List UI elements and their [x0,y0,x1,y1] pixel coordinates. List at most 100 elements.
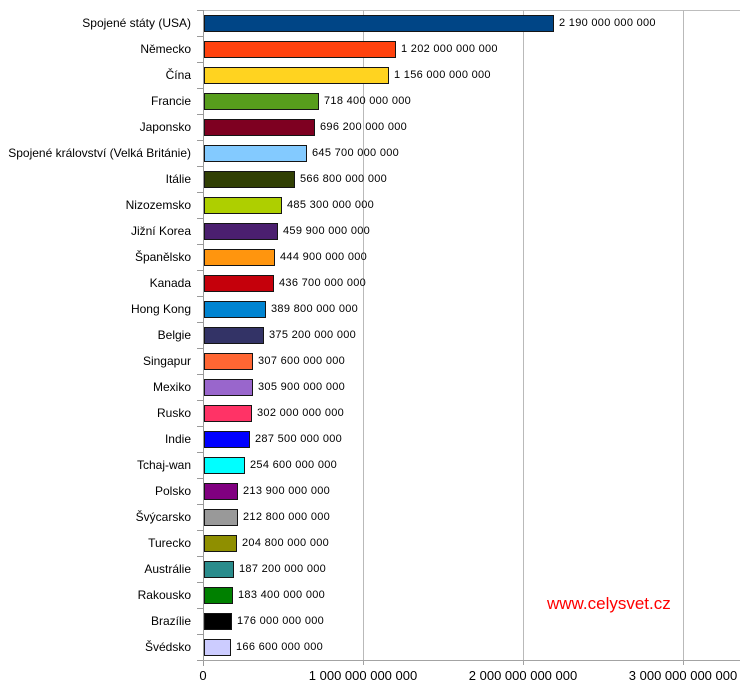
value-label: 459 900 000 000 [283,225,371,237]
category-axis-tick [197,166,203,167]
category-label: Spojené státy (USA) [82,16,191,30]
value-label: 176 000 000 000 [237,615,325,627]
x-axis-tick [363,661,364,665]
value-label: 1 156 000 000 000 [394,69,491,81]
bar [204,378,253,396]
category-label: Itálie [165,172,191,186]
category-label: Tchaj-wan [136,458,191,472]
category-label: Turecko [148,536,191,550]
value-label: 287 500 000 000 [255,433,343,445]
x-axis-tick-label: 1 000 000 000 000 [308,668,418,683]
bar-row: Mexiko 305 900 000 000 [0,374,740,400]
category-label: Rusko [156,406,191,420]
bar [204,456,245,474]
category-axis-tick [197,530,203,531]
value-label: 307 600 000 000 [258,355,346,367]
bar-row: Itálie 566 800 000 000 [0,166,740,192]
bar-row: Tchaj-wan 254 600 000 000 [0,452,740,478]
category-axis-tick [197,88,203,89]
category-axis-tick [197,296,203,297]
category-label: Hong Kong [130,302,191,316]
bar-row: Turecko 204 800 000 000 [0,530,740,556]
bar [204,404,252,422]
category-axis-tick [197,452,203,453]
category-axis-tick [197,270,203,271]
bar-row: Rusko 302 000 000 000 [0,400,740,426]
value-label: 566 800 000 000 [300,173,388,185]
bar-row: Rakousko 183 400 000 000 [0,582,740,608]
gridline [363,10,364,660]
category-label: Španělsko [134,250,191,264]
value-label: 183 400 000 000 [238,589,326,601]
category-axis-tick [197,114,203,115]
x-axis-tick-label: 2 000 000 000 000 [468,668,578,683]
bar [204,560,234,578]
bar-row: Belgie 375 200 000 000 [0,322,740,348]
bar-rows: Spojené státy (USA) 2 190 000 000 000 Něme… [0,10,740,660]
category-label: Nizozemsko [125,198,191,212]
bar-row: Francie 718 400 000 000 [0,88,740,114]
bar [204,118,315,136]
bar [204,352,253,370]
bar-row: Spojené království (Velká Británie) 645 7… [0,140,740,166]
y-axis-line [203,10,204,666]
category-label: Japonsko [139,120,191,134]
category-axis-tick [197,400,203,401]
category-label: Polsko [154,484,191,498]
value-label: 485 300 000 000 [287,199,375,211]
category-label: Mexiko [152,380,191,394]
category-axis-tick [197,348,203,349]
bar-row: Polsko 213 900 000 000 [0,478,740,504]
value-label: 1 202 000 000 000 [401,43,498,55]
bar [204,248,275,266]
bar [204,586,233,604]
bar-row: Švýcarsko 212 800 000 000 [0,504,740,530]
bar-row: Japonsko 696 200 000 000 [0,114,740,140]
category-axis-tick [197,10,203,11]
value-label: 187 200 000 000 [239,563,327,575]
value-label: 213 900 000 000 [243,485,331,497]
bar-row: Nizozemsko 485 300 000 000 [0,192,740,218]
bar [204,170,295,188]
category-axis-tick [197,62,203,63]
value-label: 166 600 000 000 [236,641,324,653]
category-axis-tick [197,582,203,583]
category-axis-tick [197,478,203,479]
category-label: Švédsko [144,640,191,654]
x-axis-tick-label: 0 [199,668,207,683]
x-axis-tick-label: 3 000 000 000 000 [628,668,738,683]
value-label: 302 000 000 000 [257,407,345,419]
plot-area-top-border [203,10,740,11]
bar [204,430,250,448]
bar [204,534,237,552]
bar [204,326,264,344]
bar [204,66,389,84]
bar-row: Austrálie 187 200 000 000 [0,556,740,582]
bar-row: Jižní Korea 459 900 000 000 [0,218,740,244]
bar-row: Indie 287 500 000 000 [0,426,740,452]
category-label: Indie [164,432,191,446]
value-label: 645 700 000 000 [312,147,400,159]
category-label: Jižní Korea [130,224,191,238]
bar [204,274,274,292]
value-label: 204 800 000 000 [242,537,330,549]
bar-row: Španělsko 444 900 000 000 [0,244,740,270]
bar-row: Brazílie 176 000 000 000 [0,608,740,634]
category-axis-tick [197,322,203,323]
category-label: Spojené království (Velká Británie) [8,146,191,160]
category-axis-tick [197,660,203,661]
x-axis-line [203,660,740,661]
category-axis-tick [197,426,203,427]
value-label: 444 900 000 000 [280,251,368,263]
category-label: Francie [150,94,191,108]
value-label: 375 200 000 000 [269,329,357,341]
category-label: Německo [140,42,191,56]
category-axis-tick [197,244,203,245]
bar-row: Kanada 436 700 000 000 [0,270,740,296]
x-axis-tick [523,661,524,665]
value-label: 718 400 000 000 [324,95,412,107]
watermark-link[interactable]: www.celysvet.cz [547,594,671,613]
x-axis-tick [683,661,684,665]
gridline [683,10,684,660]
category-axis-tick [197,504,203,505]
